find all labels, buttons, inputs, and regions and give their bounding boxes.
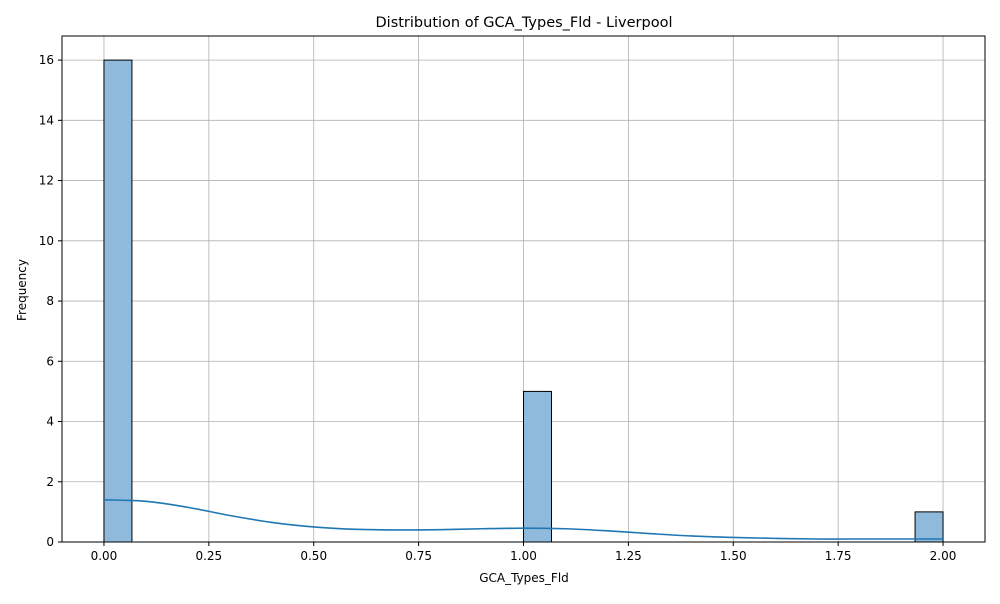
x-tick-label: 0.75: [405, 549, 432, 563]
histogram-bar-0: [103, 59, 133, 543]
y-axis-label: Frequency: [15, 259, 29, 321]
y-tick-label: 12: [39, 174, 54, 188]
grid-layer: [62, 36, 985, 543]
histogram-bar-2: [914, 511, 944, 543]
bars-layer: [103, 59, 944, 543]
x-tick-label: 2.00: [930, 549, 957, 563]
chart-title: Distribution of GCA_Types_Fld - Liverpoo…: [376, 15, 673, 31]
y-tick-label: 16: [39, 53, 54, 67]
x-tick-label: 0.50: [300, 549, 327, 563]
histogram-bar-1: [523, 390, 552, 543]
x-axis-ticks: 0.00 0.25 0.50 0.75 1.00 1.25 1.50 1.75 2.00: [91, 542, 957, 563]
kde-curve: [103, 499, 944, 540]
y-tick-label: 4: [46, 415, 54, 429]
y-axis-ticks: 0 2 4 6 8 10 12 14 16: [39, 53, 62, 549]
y-tick-label: 8: [46, 294, 54, 308]
x-tick-label: 1.50: [720, 549, 747, 563]
x-tick-label: 0.25: [195, 549, 222, 563]
y-tick-label: 14: [39, 113, 54, 127]
y-tick-label: 2: [46, 475, 54, 489]
x-tick-label: 1.75: [825, 549, 852, 563]
x-tick-label: 0.00: [91, 549, 118, 563]
x-tick-label: 1.25: [615, 549, 642, 563]
x-tick-label: 1.00: [510, 549, 537, 563]
y-tick-label: 10: [39, 234, 54, 248]
x-axis-label: GCA_Types_Fld: [479, 571, 569, 585]
y-tick-label: 0: [46, 535, 54, 549]
y-tick-label: 6: [46, 354, 54, 368]
